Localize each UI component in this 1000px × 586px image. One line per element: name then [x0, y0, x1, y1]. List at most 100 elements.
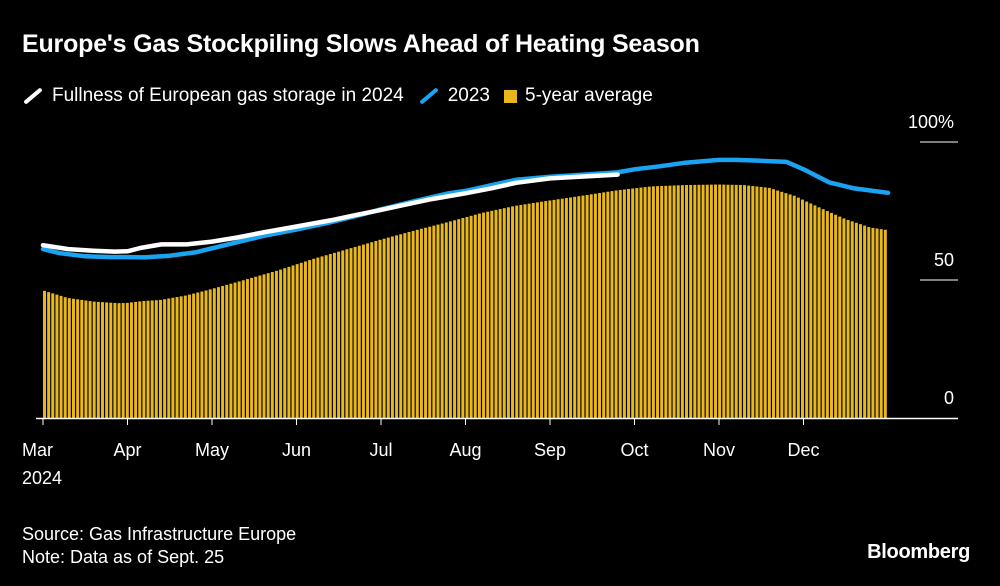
five-year-average-bar [432, 225, 436, 418]
five-year-average-bar [805, 201, 809, 418]
five-year-average-bar [883, 229, 887, 418]
five-year-average-bar [225, 284, 229, 418]
five-year-average-bar [237, 281, 241, 418]
five-year-average-bar [158, 299, 162, 418]
five-year-average-bar [817, 207, 821, 418]
five-year-average-bar [163, 299, 167, 418]
legend-yellow-square-icon [504, 89, 518, 103]
five-year-average-bar [486, 211, 490, 418]
five-year-average-bar [502, 208, 506, 418]
five-year-average-bar [589, 194, 593, 418]
five-year-average-bar [792, 195, 796, 418]
five-year-average-bar [444, 222, 448, 418]
five-year-average-bar [258, 275, 262, 418]
data-note: Note: Data as of Sept. 25 [22, 547, 225, 567]
x-tick-label: Sep [534, 440, 566, 460]
five-year-average-bar [556, 199, 560, 418]
five-year-average-bar [63, 297, 67, 418]
five-year-average-bar [221, 286, 225, 418]
five-year-average-bar [772, 189, 775, 418]
five-year-average-bar [465, 216, 469, 418]
five-year-average-bar [241, 280, 245, 418]
five-year-average-bar [564, 198, 568, 418]
five-year-average-bar [349, 248, 353, 418]
five-year-average-bar [809, 203, 813, 418]
five-year-average-bar [121, 303, 125, 418]
five-year-average-bar [780, 191, 784, 418]
five-year-average-bar [283, 268, 287, 418]
five-year-average-bar [129, 302, 133, 418]
x-tick-label: May [195, 440, 229, 460]
five-year-average-bar [175, 297, 179, 418]
five-year-average-bar [610, 191, 614, 418]
five-year-average-bar [730, 184, 734, 418]
five-year-average-bar [830, 212, 833, 418]
legend: Fullness of European gas storage in 2024… [22, 82, 667, 110]
five-year-average-bar [618, 189, 622, 418]
five-year-average-bars [43, 184, 887, 418]
five-year-average-bar [606, 191, 610, 418]
five-year-average-bar [125, 302, 129, 418]
five-year-average-bar [801, 199, 804, 418]
five-year-average-bar [668, 185, 672, 418]
five-year-average-bar [825, 211, 829, 418]
five-year-average-bar [395, 235, 399, 418]
five-year-average-bar [370, 242, 374, 418]
five-year-average-bar [407, 232, 411, 418]
five-year-average-bar [469, 215, 473, 418]
five-year-average-bar [345, 249, 349, 418]
five-year-average-bar [834, 214, 838, 418]
five-year-average-bar [494, 209, 498, 418]
five-year-average-bar [755, 186, 759, 418]
x-year-label: 2024 [22, 468, 62, 488]
five-year-average-bar [680, 185, 684, 418]
five-year-average-bar [863, 225, 867, 418]
five-year-average-bar [879, 229, 883, 418]
five-year-average-bar [473, 214, 477, 418]
five-year-average-bar [43, 290, 46, 418]
five-year-average-bar [312, 258, 316, 418]
five-year-average-bar [651, 186, 655, 418]
five-year-average-bar [656, 186, 660, 418]
legend-label-2023: 2023 [447, 85, 491, 106]
five-year-average-bar [709, 184, 713, 418]
five-year-average-bar [685, 185, 689, 418]
five-year-average-bar [353, 246, 357, 418]
five-year-average-bar [59, 295, 63, 418]
source-note: Source: Gas Infrastructure Europe [22, 524, 297, 544]
five-year-average-bar [660, 185, 664, 418]
five-year-average-bar [212, 288, 216, 418]
five-year-average-bar [337, 251, 341, 418]
bloomberg-logo: Bloomberg [867, 541, 970, 563]
five-year-average-bar [440, 223, 444, 418]
five-year-average-bar [560, 198, 564, 418]
five-year-average-bar [867, 226, 871, 418]
five-year-average-bar [308, 260, 312, 418]
y-tick-label: 0 [944, 388, 954, 408]
x-tick-label: Nov [703, 440, 735, 460]
five-year-average-bar [105, 302, 109, 418]
five-year-average-bar [573, 196, 577, 418]
five-year-average-bar [602, 192, 606, 418]
five-year-average-bar [274, 270, 278, 418]
five-year-average-bar [436, 224, 440, 418]
five-year-average-bar [627, 188, 631, 418]
five-year-average-bar [208, 289, 212, 418]
five-year-average-bar [390, 236, 394, 418]
five-year-average-bar [55, 294, 59, 418]
five-year-average-bar [519, 204, 523, 418]
five-year-average-bar [581, 195, 585, 418]
x-tick-label: Oct [620, 440, 648, 460]
five-year-average-bar [295, 264, 299, 418]
five-year-average-bar [270, 271, 274, 418]
five-year-average-bar [726, 184, 730, 418]
five-year-average-bar [672, 185, 676, 418]
five-year-average-bar [614, 190, 618, 418]
five-year-average-bar [200, 291, 204, 418]
five-year-average-bar [245, 279, 249, 418]
five-year-average-bar [859, 224, 862, 418]
five-year-average-bar [647, 186, 651, 418]
five-year-average-bar [378, 239, 382, 418]
five-year-average-bar [531, 203, 535, 418]
five-year-average-bar [535, 202, 539, 418]
